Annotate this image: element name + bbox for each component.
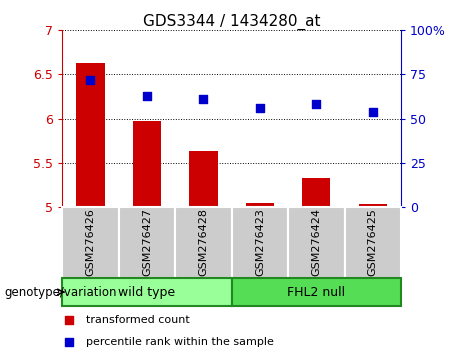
Bar: [189, 152, 218, 207]
Text: GSM276424: GSM276424: [311, 209, 321, 276]
Bar: [344, 207, 401, 278]
Bar: [246, 202, 274, 207]
Text: GSM276428: GSM276428: [198, 209, 208, 276]
Point: [200, 96, 207, 102]
Bar: [62, 278, 231, 306]
Text: percentile rank within the sample: percentile rank within the sample: [86, 337, 274, 347]
Text: GSM276425: GSM276425: [368, 209, 378, 276]
Point: [65, 317, 73, 322]
Point: [65, 339, 73, 345]
Text: FHL2 null: FHL2 null: [287, 286, 345, 298]
Point: [143, 93, 151, 98]
Text: GSM276427: GSM276427: [142, 209, 152, 276]
Bar: [302, 178, 331, 207]
Bar: [133, 121, 161, 207]
Bar: [359, 204, 387, 207]
Text: GSM276426: GSM276426: [85, 209, 95, 276]
Bar: [118, 207, 175, 278]
Text: transformed count: transformed count: [86, 315, 190, 325]
Point: [369, 109, 377, 114]
Point: [256, 105, 264, 111]
Bar: [231, 207, 288, 278]
Text: wild type: wild type: [118, 286, 176, 298]
Bar: [77, 63, 105, 207]
Bar: [288, 207, 344, 278]
Point: [87, 77, 94, 82]
Bar: [231, 278, 401, 306]
Text: GSM276423: GSM276423: [255, 209, 265, 276]
Text: genotype/variation: genotype/variation: [5, 286, 117, 298]
Bar: [62, 207, 118, 278]
Point: [313, 102, 320, 107]
Text: GDS3344 / 1434280_at: GDS3344 / 1434280_at: [143, 14, 320, 30]
Bar: [175, 207, 231, 278]
